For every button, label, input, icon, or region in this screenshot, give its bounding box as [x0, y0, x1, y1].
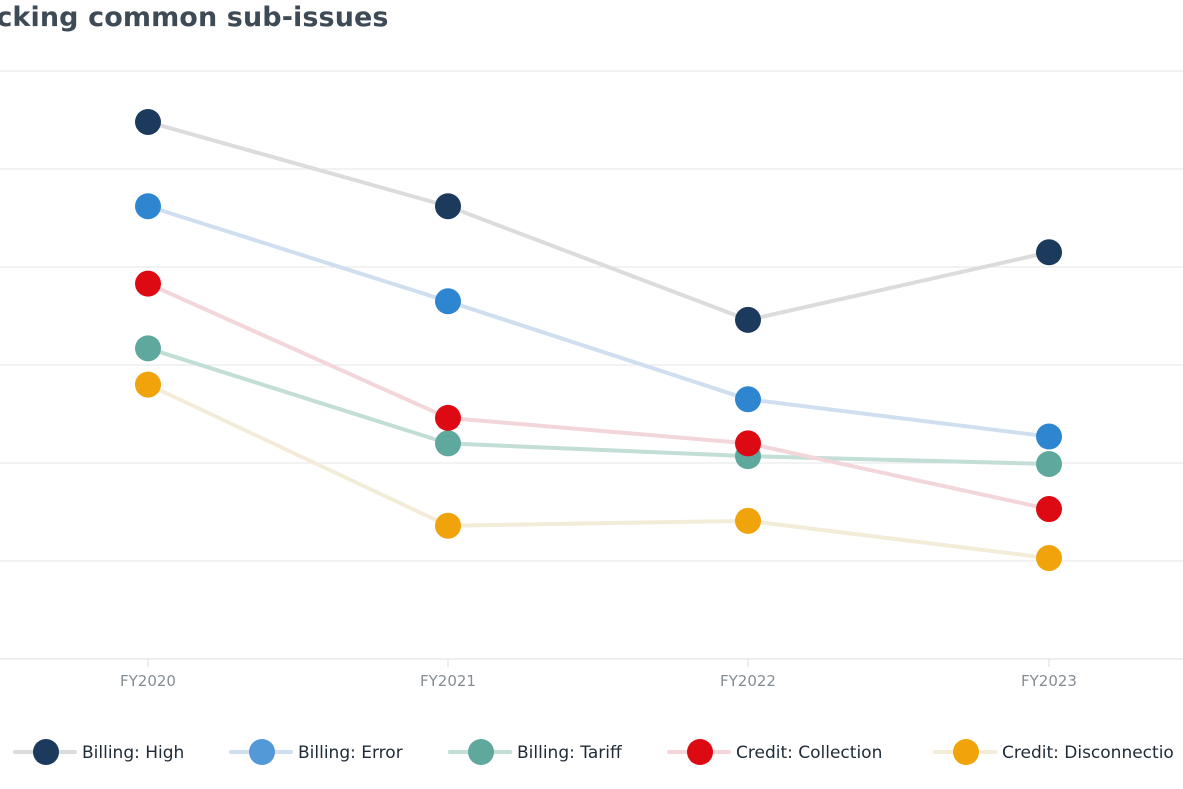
x-axis: FY2020 FY2021 FY2022 FY2023 [0, 658, 1183, 690]
legend-label: Credit: Disconnectio [1002, 743, 1174, 763]
legend-marker [33, 739, 59, 765]
legend-marker [468, 739, 494, 765]
series-line [146, 204, 1051, 439]
data-point[interactable] [135, 108, 161, 135]
data-point[interactable] [735, 306, 761, 333]
series-line [146, 281, 1051, 512]
series-line [146, 119, 1051, 322]
legend-label: Billing: Error [298, 743, 403, 763]
x-tick-label: FY2022 [720, 672, 776, 690]
data-point[interactable] [1036, 239, 1062, 266]
data-point[interactable] [135, 335, 161, 362]
gridlines [0, 70, 1183, 562]
data-point[interactable] [1036, 450, 1062, 477]
legend-marker [953, 739, 979, 765]
data-point[interactable] [735, 386, 761, 413]
legend: Billing: High Billing: Error Billing: Tari… [13, 739, 1174, 765]
series-lines [146, 119, 1051, 561]
data-point[interactable] [1036, 423, 1062, 450]
series-points [135, 108, 1062, 572]
series-line [146, 346, 1051, 466]
data-point[interactable] [435, 193, 461, 220]
data-point[interactable] [135, 371, 161, 398]
data-point[interactable] [435, 404, 461, 431]
x-tick-label: FY2021 [420, 672, 476, 690]
legend-item[interactable]: Credit: Disconnectio [933, 739, 1174, 765]
chart-title: acking common sub-issues [0, 2, 389, 33]
data-point[interactable] [735, 507, 761, 534]
legend-item[interactable]: Billing: Error [229, 739, 403, 765]
x-tick-label: FY2023 [1021, 672, 1077, 690]
data-point[interactable] [735, 430, 761, 457]
legend-item[interactable]: Billing: High [13, 739, 184, 765]
legend-item[interactable]: Credit: Collection [667, 739, 882, 765]
data-point[interactable] [435, 512, 461, 539]
data-point[interactable] [135, 270, 161, 297]
x-tick-label: FY2020 [120, 672, 176, 690]
legend-label: Billing: High [82, 743, 184, 763]
data-point[interactable] [135, 193, 161, 220]
data-point[interactable] [1036, 545, 1062, 572]
legend-label: Billing: Tariff [517, 743, 623, 763]
legend-label: Credit: Collection [736, 743, 882, 763]
legend-marker [249, 739, 275, 765]
data-point[interactable] [435, 288, 461, 315]
legend-marker [687, 739, 713, 765]
legend-item[interactable]: Billing: Tariff [448, 739, 623, 765]
data-point[interactable] [1036, 496, 1062, 523]
data-point[interactable] [435, 430, 461, 457]
series-line [146, 382, 1051, 561]
